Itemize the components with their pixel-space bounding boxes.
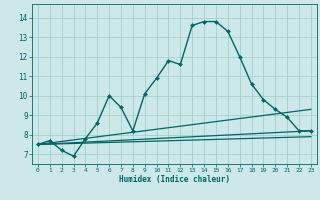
X-axis label: Humidex (Indice chaleur): Humidex (Indice chaleur)	[119, 175, 230, 184]
